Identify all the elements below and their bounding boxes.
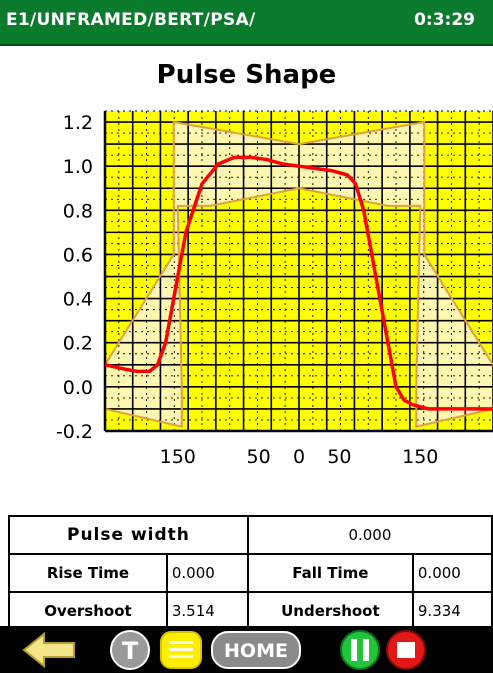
t-button-label: T <box>122 637 139 665</box>
table-row: Overshoot 3.514 Undershoot 9.334 <box>8 591 493 631</box>
y-tick-label: 0.6 <box>63 244 93 266</box>
navigation-path: E1/UNFRAMED/BERT/PSA/ <box>6 10 256 30</box>
undershoot-label: Undershoot <box>246 591 414 631</box>
y-tick-label: 1.0 <box>63 156 93 178</box>
overshoot-value: 3.514 <box>165 591 249 631</box>
home-button-label: HOME <box>224 640 288 662</box>
y-tick-label: 0.4 <box>63 289 93 311</box>
mask-upper-line <box>104 120 493 366</box>
pulse-shape-chart: 1.2 1.0 0.8 0.6 0.4 0.2 0.0 -0.2 150 50 0 50 150 <box>56 110 493 468</box>
t-button[interactable]: T <box>108 629 152 671</box>
y-tick-label: 0.8 <box>63 200 93 222</box>
list-icon[interactable] <box>158 629 204 671</box>
x-tick-label: 150 <box>402 446 438 468</box>
title-bar: E1/UNFRAMED/BERT/PSA/ 0:3:29 <box>0 0 493 46</box>
stop-icon[interactable] <box>384 629 428 671</box>
table-row: Rise Time 0.000 Fall Time 0.000 <box>8 553 493 593</box>
fall-time-label: Fall Time <box>246 553 414 593</box>
rise-time-value: 0.000 <box>165 553 249 593</box>
pulse-width-value: 0.000 <box>246 515 493 555</box>
pulse-width-label: Pulse width <box>8 515 249 555</box>
mask-region <box>105 122 493 427</box>
rise-time-label: Rise Time <box>8 553 168 593</box>
bottom-toolbar: T HOME <box>0 626 493 673</box>
home-button[interactable]: HOME <box>210 629 302 671</box>
pulse-trace <box>104 155 493 411</box>
y-tick-label: 0.0 <box>63 377 93 399</box>
chart-title: Pulse Shape <box>156 60 337 90</box>
x-tick-label: 50 <box>246 446 270 468</box>
overshoot-label: Overshoot <box>8 591 168 631</box>
back-arrow-icon[interactable] <box>20 630 78 670</box>
y-tick-label: 0.2 <box>63 333 93 355</box>
table-row: Pulse width 0.000 <box>8 515 493 555</box>
fall-time-value: 0.000 <box>411 553 493 593</box>
measurement-table: Pulse width 0.000 Rise Time 0.000 Fall T… <box>8 515 493 631</box>
elapsed-time: 0:3:29 <box>414 10 475 30</box>
y-tick-label: -0.2 <box>56 421 93 443</box>
y-tick-label: 1.2 <box>63 112 93 134</box>
x-tick-label: 150 <box>160 446 196 468</box>
pause-icon[interactable] <box>338 629 382 671</box>
mask-lower-line <box>104 187 493 428</box>
undershoot-value: 9.334 <box>411 591 493 631</box>
x-tick-label: 50 <box>327 446 351 468</box>
x-tick-label: 0 <box>293 446 305 468</box>
